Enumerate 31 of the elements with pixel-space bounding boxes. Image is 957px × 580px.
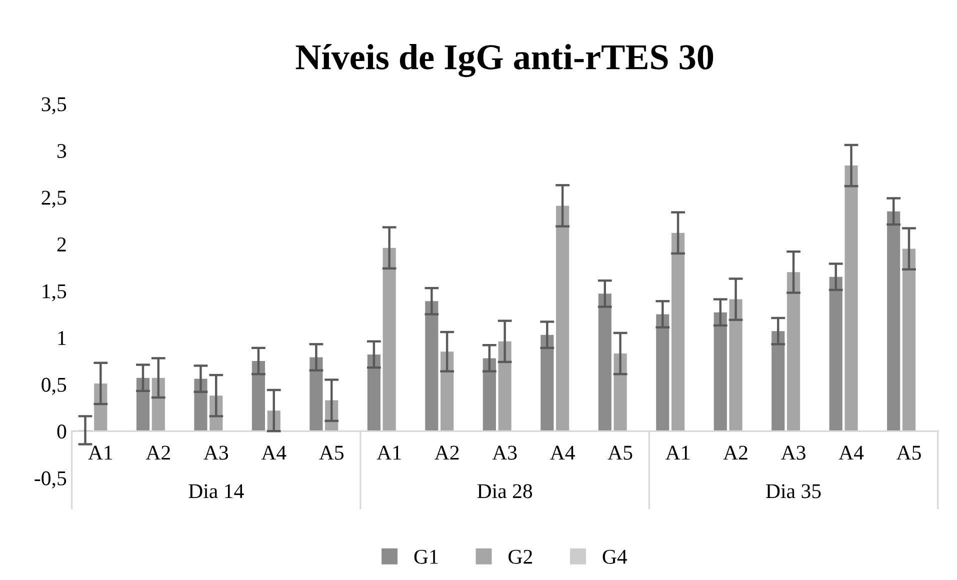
x-tick-label: A2	[723, 446, 748, 460]
legend-label: G1	[414, 550, 438, 564]
y-tick-label: 1,5	[42, 284, 66, 302]
text: Dia 28	[477, 484, 532, 498]
legend-label: G4	[602, 550, 628, 564]
x-tick-label: A2	[434, 446, 459, 460]
x-tick-label: A3	[204, 446, 228, 460]
legend-label: G2	[508, 550, 532, 564]
y-tick-label: 1	[58, 331, 66, 345]
x-tick-label: A1	[88, 446, 112, 460]
x-tick-label: A2	[146, 446, 170, 460]
y-tick-label: 2,5	[42, 190, 66, 208]
text: Dia 14	[188, 484, 244, 498]
x-tick-label: A1	[376, 446, 401, 460]
y-tick-label: 2	[57, 238, 66, 252]
chart-title: Níveis de IgG anti-rTES 30	[296, 44, 714, 78]
y-tick-label: 0,5	[42, 378, 66, 395]
y-tick-label: 3	[57, 144, 66, 158]
x-tick-label: A1	[666, 446, 690, 460]
x-tick-label: A3	[780, 446, 806, 460]
x-tick-label: A3	[492, 446, 517, 460]
text: Dia 35	[766, 484, 821, 498]
y-tick-label: 0	[57, 424, 66, 439]
x-tick-label: A4	[550, 446, 575, 460]
x-tick-label: A5	[319, 446, 344, 460]
x-tick-label: A5	[896, 446, 921, 460]
x-tick-label: A4	[838, 446, 864, 460]
y-tick-label: 3,5	[42, 97, 66, 114]
x-tick-label: A4	[261, 446, 286, 460]
y-tick-label: -0,5	[34, 471, 66, 488]
x-tick-label: A5	[608, 446, 632, 460]
